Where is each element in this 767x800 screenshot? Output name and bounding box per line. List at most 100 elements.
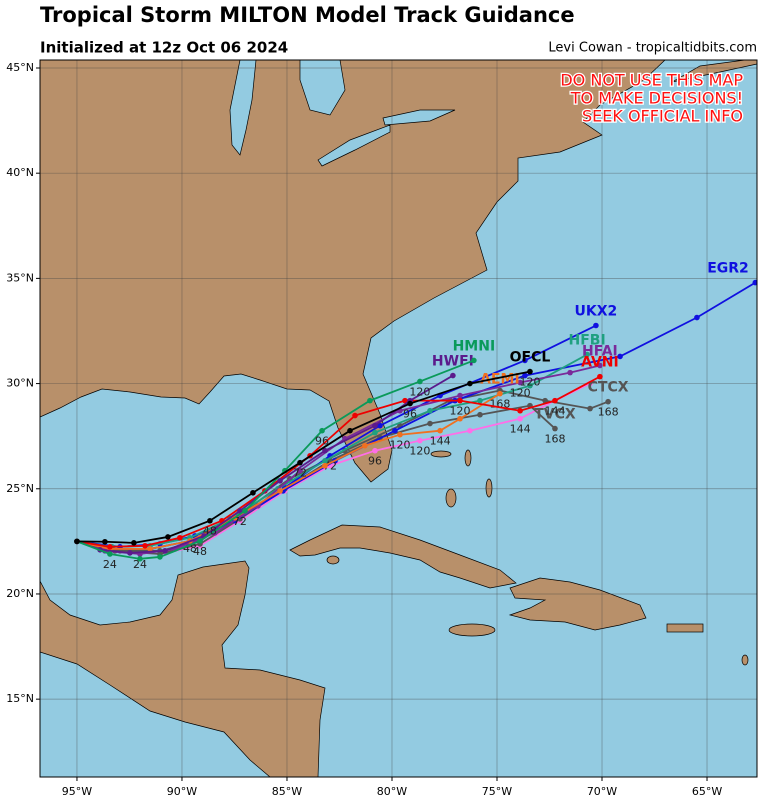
track-point [127, 550, 133, 556]
track-point [392, 427, 398, 434]
track-point [277, 488, 283, 494]
track-point [427, 407, 433, 414]
hour-label: 144 [544, 405, 565, 418]
track-point [522, 372, 528, 379]
track-name: TVCX [534, 407, 576, 423]
track-name: AVNI [581, 355, 619, 371]
subtitle: Initialized at 12z Oct 06 2024 [40, 39, 288, 57]
track-point [157, 554, 163, 560]
axes: 95°W 90°W 85°W 80°W 75°W 70°W 65°W 15°N 20°N 25°N… [6, 61, 722, 798]
eleuthera [485, 478, 493, 498]
track-point [417, 378, 423, 385]
track-point [517, 407, 523, 414]
hour-label: 72 [233, 515, 247, 528]
track-point [162, 548, 168, 554]
track-point [352, 412, 358, 419]
track-point [517, 379, 523, 386]
track-point [277, 477, 283, 484]
hour-label: 120 [510, 387, 531, 400]
track-point [597, 373, 603, 380]
y-tick-label: 20°N [6, 587, 34, 600]
track-point [142, 542, 148, 549]
nova-scotia [671, 60, 757, 83]
track-name: HMNI [453, 338, 496, 354]
x-tick-label: 75°W [482, 785, 512, 798]
track-point [177, 534, 183, 541]
track-point [74, 538, 80, 545]
y-tick-label: 25°N [6, 482, 34, 495]
track-point [457, 397, 463, 404]
track-point [107, 544, 113, 550]
track-point [372, 422, 378, 429]
track-name: HWFI [432, 354, 474, 370]
track-point [377, 422, 383, 429]
track-point [542, 397, 548, 404]
credit: Levi Cowan - tropicaltidbits.com [548, 41, 757, 56]
isle-of-youth [326, 555, 340, 565]
track-point [617, 353, 623, 360]
hour-label: 48 [193, 545, 207, 558]
hour-label: 144 [430, 435, 451, 448]
track-point [347, 427, 353, 434]
track-point [107, 551, 113, 557]
title: Tropical Storm MILTON Model Track Guidan… [40, 3, 575, 27]
track-point [605, 398, 611, 405]
lake-erie [317, 124, 391, 167]
track-point [362, 442, 368, 449]
track-point [567, 369, 573, 376]
track-point [477, 397, 483, 404]
hour-label: 120 [450, 405, 471, 418]
cuba [289, 524, 517, 589]
track-name: UKX2 [575, 304, 618, 320]
basemap: 96120144168CTCX168TVCXEGR272UKX248HFBI24… [40, 60, 757, 777]
hour-label: 168 [544, 433, 565, 446]
track-point [597, 362, 603, 369]
hour-label: 120 [409, 445, 430, 458]
track-point [367, 397, 373, 404]
hour-label: 120 [519, 376, 540, 389]
track-point [322, 447, 328, 454]
y-tick-label: 30°N [6, 377, 34, 390]
track-name: HFBI [569, 333, 606, 349]
lake-huron [299, 60, 346, 116]
track-name: OFCL [510, 350, 551, 366]
hour-label: 24 [103, 558, 117, 571]
track-point [137, 556, 143, 562]
track-point [477, 411, 483, 418]
track-point [527, 368, 533, 375]
x-tick-label: 65°W [692, 785, 722, 798]
antilles [741, 654, 749, 666]
hour-label: 24 [133, 558, 147, 571]
track-point [457, 415, 463, 422]
track-point [242, 508, 248, 514]
jamaica [448, 623, 496, 637]
track-point [250, 489, 256, 496]
track-point [319, 427, 325, 434]
track-point [471, 357, 477, 364]
x-tick-label: 90°W [167, 785, 197, 798]
andros [445, 488, 457, 508]
track-point [450, 372, 456, 379]
track-name: CTCX [588, 380, 629, 396]
track-point [517, 415, 523, 422]
warning-line: SEEK OFFICIAL INFO [582, 107, 743, 126]
track-point [467, 380, 473, 387]
track-point [165, 534, 171, 540]
track-point [322, 457, 328, 464]
track-point [752, 279, 757, 286]
hispaniola [508, 577, 647, 631]
track-point [522, 357, 528, 364]
track-line [76, 392, 501, 550]
hour-label: 96 [368, 455, 382, 468]
track-point [102, 538, 108, 545]
hour-label: 96 [315, 435, 329, 448]
track-point [322, 462, 328, 469]
track-point [372, 447, 378, 454]
track-point [417, 437, 423, 444]
track-name: HFAI [582, 343, 618, 359]
hour-label: 48 [203, 525, 217, 538]
track-point [457, 392, 463, 399]
frame [39, 59, 758, 778]
lake-ontario [382, 109, 456, 126]
